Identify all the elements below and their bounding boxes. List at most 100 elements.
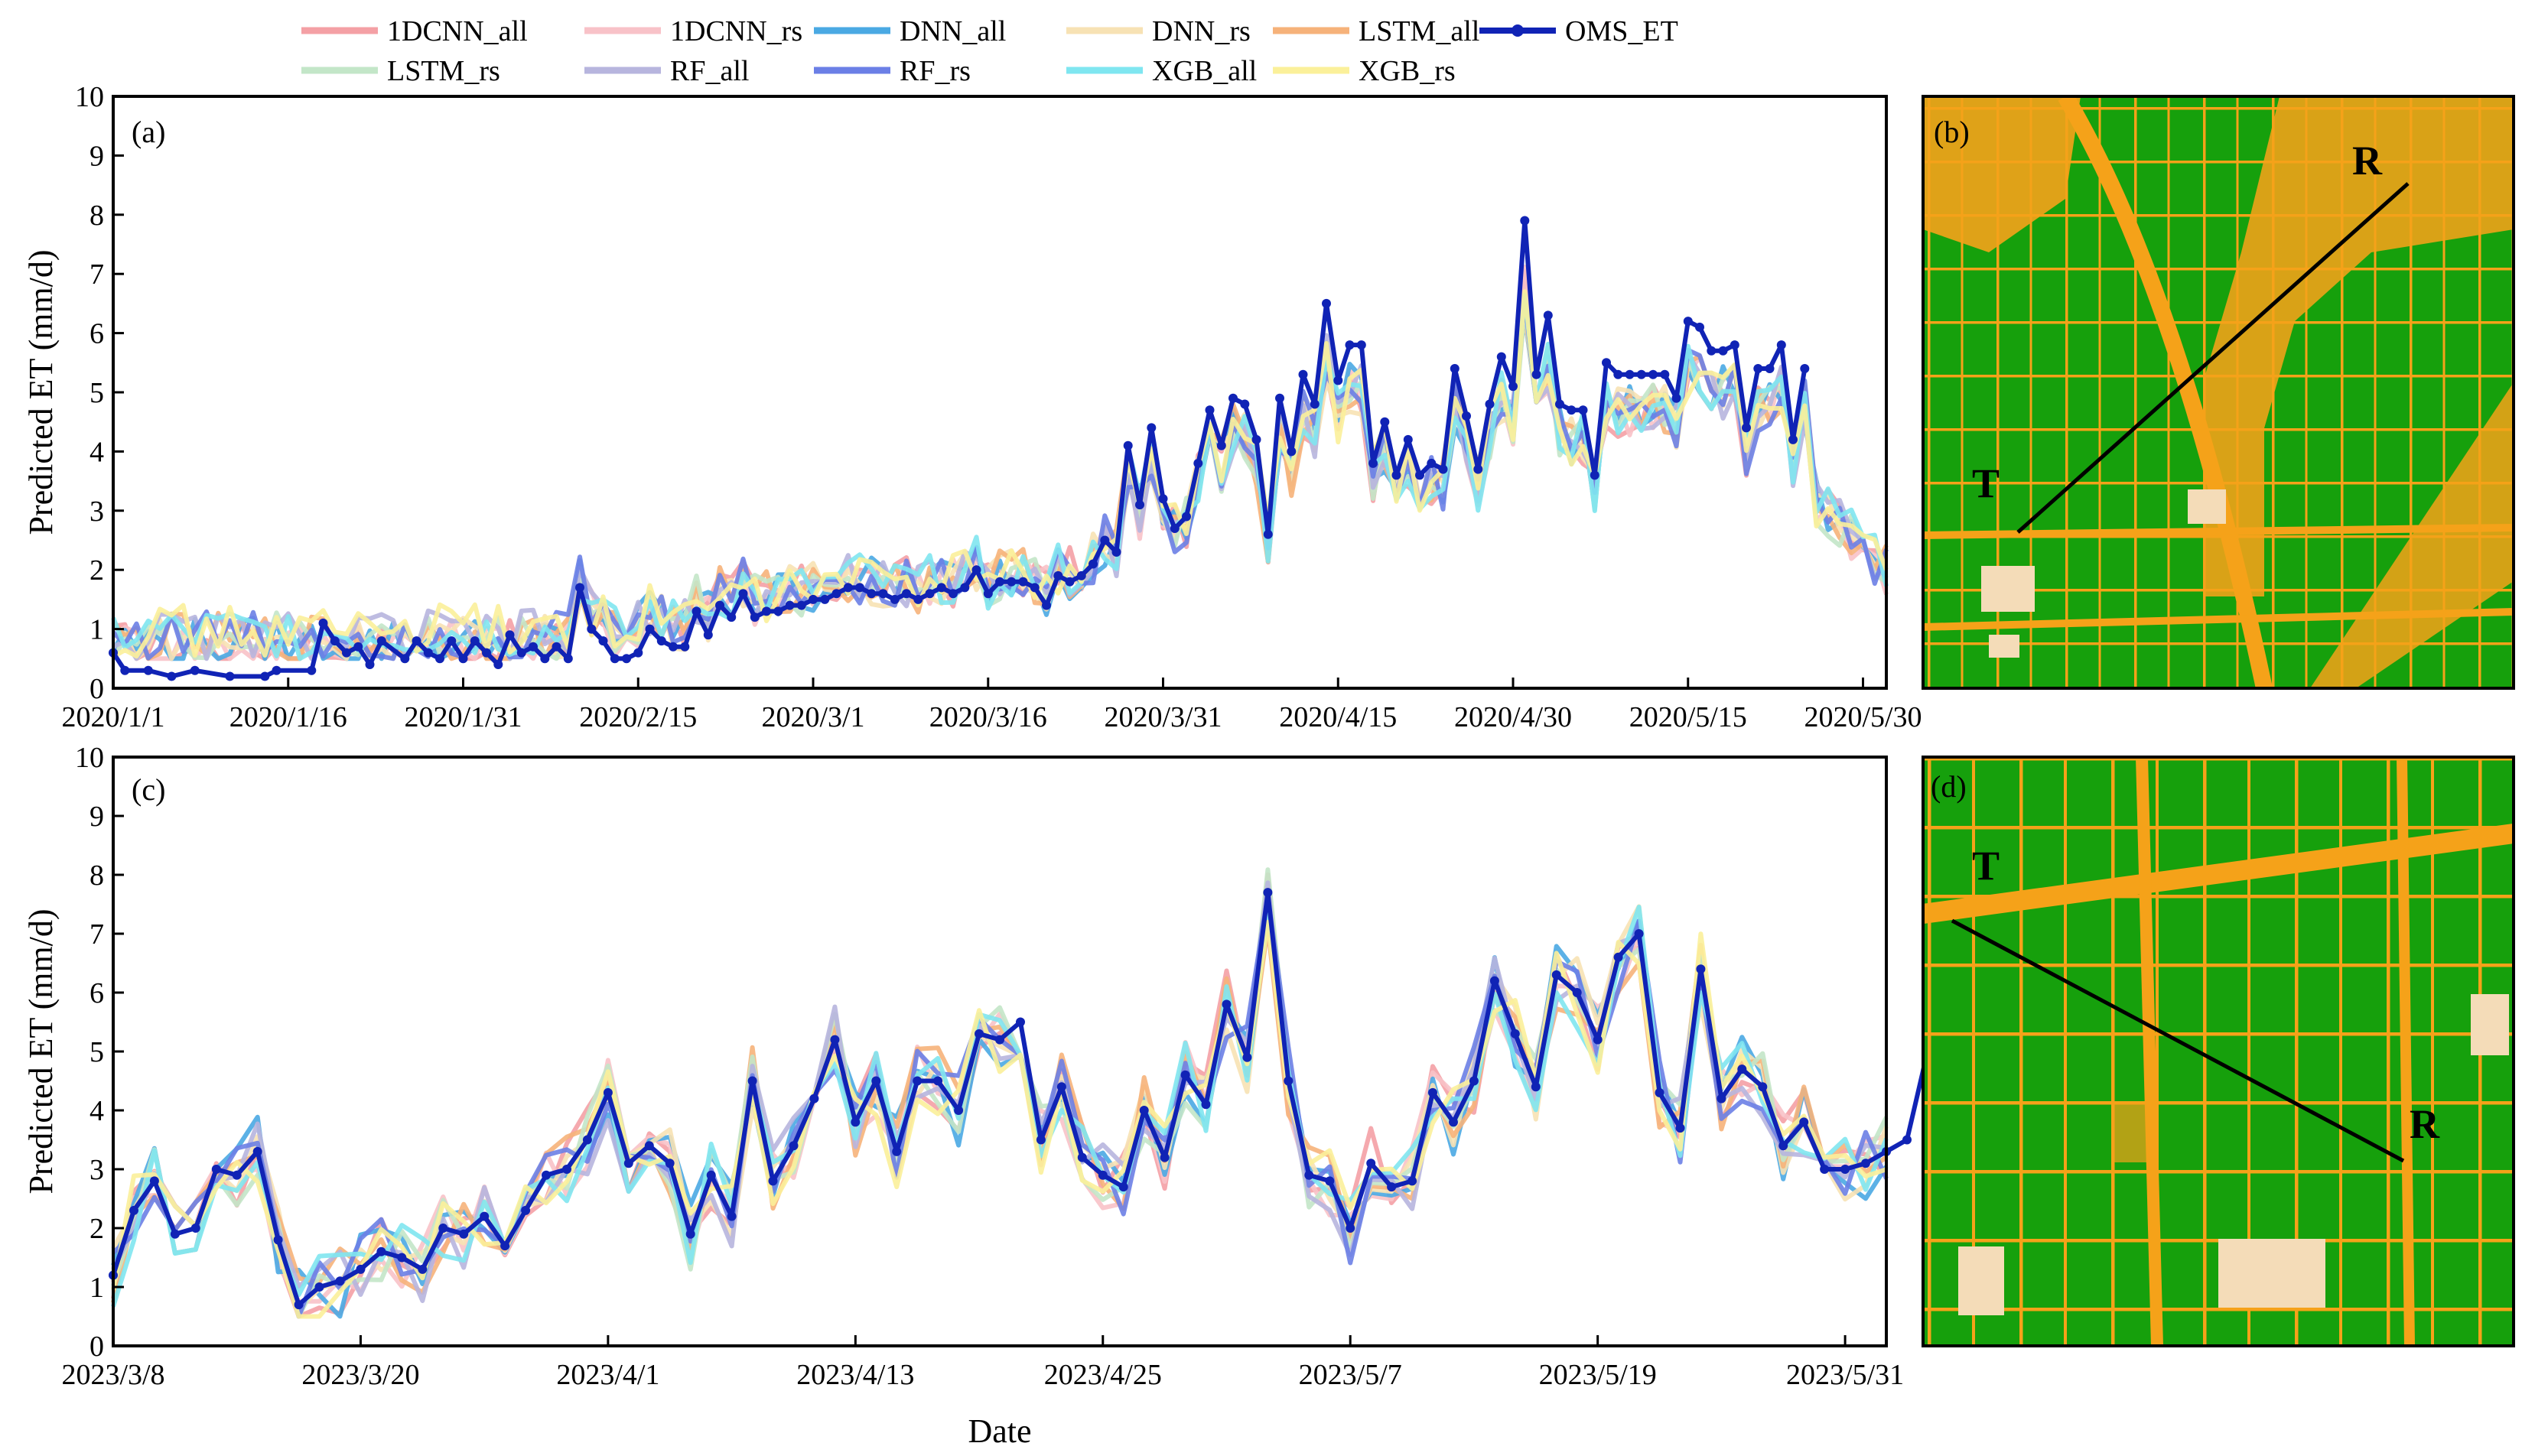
x-tick-label-a-8: 2020/4/30 xyxy=(1454,701,1572,733)
point-a-OMS_ET-72 xyxy=(1065,577,1075,587)
point-a-OMS_ET-13 xyxy=(365,660,375,669)
point-a-OMS_ET-62 xyxy=(949,589,958,599)
point-a-OMS_ET-44 xyxy=(738,589,748,599)
x-tick-label-a-6: 2020/3/31 xyxy=(1104,701,1222,733)
point-a-OMS_ET-22 xyxy=(482,648,491,658)
point-c-OMS_ET-75 xyxy=(1655,1087,1665,1097)
point-c-OMS_ET-37 xyxy=(871,1076,881,1086)
point-c-OMS_ET-52 xyxy=(1180,1070,1190,1080)
point-a-OMS_ET-20 xyxy=(458,654,468,664)
point-a-OMS_ET-125 xyxy=(1683,317,1693,327)
point-a-OMS_ET-128 xyxy=(1718,346,1728,356)
point-c-OMS_ET-14 xyxy=(397,1253,407,1263)
point-a-OMS_ET-115 xyxy=(1567,405,1577,415)
point-a-OMS_ET-14 xyxy=(376,636,386,646)
point-a-OMS_ET-129 xyxy=(1730,340,1739,350)
y-tick-label-c-5: 5 xyxy=(89,1036,104,1068)
point-c-OMS_ET-23 xyxy=(582,1135,592,1145)
point-a-OMS_ET-42 xyxy=(715,600,724,610)
point-a-OMS_ET-63 xyxy=(960,583,970,593)
x-tick-label-c-5: 2023/5/7 xyxy=(1299,1359,1402,1391)
point-a-OMS_ET-134 xyxy=(1788,434,1798,444)
point-a-OMS_ET-47 xyxy=(773,606,783,616)
y-tick-label-a-0: 0 xyxy=(89,673,104,705)
point-c-OMS_ET-28 xyxy=(685,1229,695,1239)
series-c-XGB_rs xyxy=(111,919,1887,1319)
point-a-OMS_ET-85 xyxy=(1216,440,1226,450)
point-a-OMS_ET-78 xyxy=(1135,500,1144,510)
point-c-OMS_ET-18 xyxy=(480,1211,490,1221)
point-c-OMS_ET-40 xyxy=(933,1076,943,1086)
map-label-R-b: R xyxy=(2352,138,2383,184)
point-a-OMS_ET-52 xyxy=(831,589,841,599)
x-tick-label-a-9: 2020/5/15 xyxy=(1629,701,1747,733)
point-a-OMS_ET-123 xyxy=(1660,369,1670,379)
point-a-OMS_ET-91 xyxy=(1287,447,1297,457)
point-a-OMS_ET-98 xyxy=(1368,458,1378,468)
point-a-OMS_ET-4 xyxy=(190,665,200,675)
point-c-OMS_ET-63 xyxy=(1407,1176,1417,1186)
x-tick-label-c-4: 2023/4/25 xyxy=(1044,1359,1162,1391)
point-c-OMS_ET-67 xyxy=(1489,976,1499,986)
point-a-OMS_ET-3 xyxy=(167,671,177,681)
point-c-OMS_ET-2 xyxy=(149,1176,159,1186)
point-a-OMS_ET-64 xyxy=(971,565,981,575)
point-c-OMS_ET-61 xyxy=(1366,1159,1376,1168)
point-a-OMS_ET-2 xyxy=(143,665,153,675)
point-a-OMS_ET-35 xyxy=(633,648,643,658)
x-tick-label-a-5: 2020/3/16 xyxy=(929,701,1047,733)
point-c-OMS_ET-44 xyxy=(1016,1017,1025,1027)
x-tick-label-a-2: 2020/1/31 xyxy=(404,701,522,733)
point-a-OMS_ET-112 xyxy=(1531,369,1541,379)
y-tick-label-a-5: 5 xyxy=(89,377,104,409)
point-a-OMS_ET-39 xyxy=(680,642,690,652)
y-tick-label-a-7: 7 xyxy=(89,258,104,291)
point-c-OMS_ET-57 xyxy=(1284,1076,1294,1086)
y-tick-label-a-9: 9 xyxy=(89,140,104,172)
point-c-OMS_ET-59 xyxy=(1325,1176,1335,1186)
point-a-OMS_ET-80 xyxy=(1158,494,1168,504)
chart-panel-a: 0 1 2 3 4 5 6 7 8 9 10 2020/1/1 2020/1/16 2020/1/31 20… xyxy=(22,81,1922,733)
point-a-OMS_ET-28 xyxy=(552,642,561,652)
point-c-OMS_ET-21 xyxy=(542,1170,551,1180)
point-a-OMS_ET-17 xyxy=(423,648,433,658)
point-c-OMS_ET-49 xyxy=(1118,1182,1128,1192)
legend-label-RF_all: RF_all xyxy=(670,55,749,87)
x-tick-label-c-3: 2023/4/13 xyxy=(796,1359,914,1391)
point-a-OMS_ET-48 xyxy=(785,600,795,610)
point-a-OMS_ET-41 xyxy=(703,630,713,640)
y-tick-label-a-2: 2 xyxy=(89,554,104,587)
point-a-OMS_ET-120 xyxy=(1625,369,1635,379)
point-a-OMS_ET-33 xyxy=(610,654,620,664)
point-c-OMS_ET-53 xyxy=(1201,1100,1211,1110)
point-c-OMS_ET-45 xyxy=(1036,1135,1046,1145)
point-a-OMS_ET-68 xyxy=(1018,577,1028,587)
point-c-OMS_ET-74 xyxy=(1634,929,1644,938)
point-a-OMS_ET-23 xyxy=(493,660,503,669)
y-tick-label-a-10: 10 xyxy=(75,81,104,113)
point-c-OMS_ET-16 xyxy=(438,1224,448,1233)
point-c-OMS_ET-38 xyxy=(892,1146,902,1156)
legend-label-1DCNN_all: 1DCNN_all xyxy=(387,15,528,47)
point-c-OMS_ET-51 xyxy=(1160,1152,1170,1162)
point-a-OMS_ET-10 xyxy=(330,636,340,646)
point-c-OMS_ET-73 xyxy=(1613,952,1623,962)
map-frame-b xyxy=(1922,95,2515,690)
point-a-OMS_ET-31 xyxy=(587,624,597,634)
point-a-OMS_ET-124 xyxy=(1671,393,1681,403)
series-a-XGB_rs xyxy=(112,289,1889,659)
point-a-OMS_ET-25 xyxy=(516,648,526,658)
point-a-OMS_ET-36 xyxy=(645,624,655,634)
point-c-OMS_ET-62 xyxy=(1387,1182,1397,1192)
point-c-OMS_ET-22 xyxy=(562,1165,571,1174)
land-cover-map-b: (b) R T xyxy=(1922,95,2515,690)
point-a-OMS_ET-126 xyxy=(1695,322,1704,332)
map-label-R-d: R xyxy=(2410,1101,2440,1147)
point-a-OMS_ET-34 xyxy=(622,654,631,664)
point-a-OMS_ET-96 xyxy=(1345,340,1355,350)
point-a-OMS_ET-61 xyxy=(936,583,946,593)
point-c-OMS_ET-15 xyxy=(418,1264,428,1274)
x-tick-label-a-3: 2020/2/15 xyxy=(579,701,697,733)
point-c-OMS_ET-11 xyxy=(335,1276,345,1286)
